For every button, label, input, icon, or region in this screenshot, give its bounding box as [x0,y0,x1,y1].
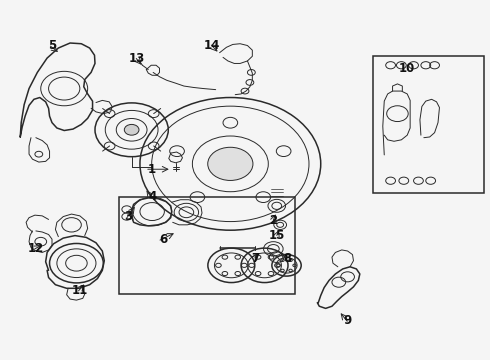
Text: 12: 12 [28,242,44,255]
Text: 10: 10 [399,62,416,75]
Text: 2: 2 [270,214,277,227]
Text: 6: 6 [159,233,167,246]
Text: 7: 7 [252,252,260,265]
Text: 4: 4 [148,190,156,203]
Text: 11: 11 [72,284,88,297]
Bar [373,56,485,193]
Text: 3: 3 [124,210,133,223]
Text: 15: 15 [269,229,285,242]
Text: 8: 8 [283,252,292,265]
Text: 5: 5 [48,39,56,52]
Circle shape [208,147,253,180]
Circle shape [124,125,139,135]
Bar [119,197,295,294]
Text: 14: 14 [203,39,220,52]
Text: 9: 9 [343,314,352,327]
Text: 1: 1 [148,163,156,176]
Text: 13: 13 [128,52,145,65]
